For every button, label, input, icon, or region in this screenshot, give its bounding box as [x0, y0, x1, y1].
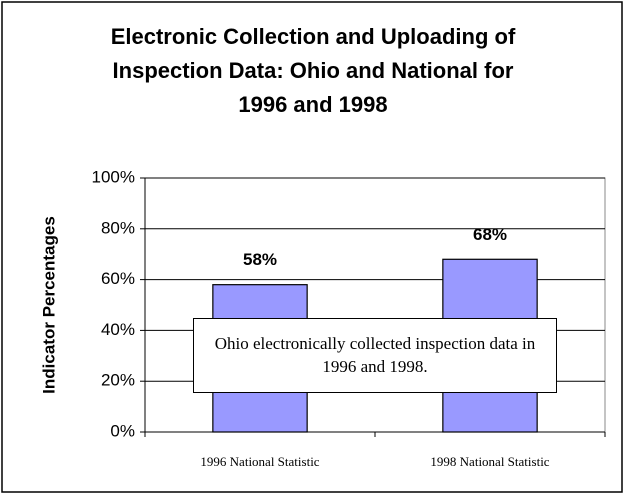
y-tick-label: 80%	[101, 218, 135, 237]
y-tick-label: 0%	[110, 421, 135, 440]
value-label: 58%	[243, 250, 277, 269]
annotation: Ohio electronically collected inspection…	[193, 318, 557, 393]
y-axis-label: Indicator Percentages	[39, 216, 58, 394]
x-tick-label: 1998 National Statistic	[430, 454, 549, 469]
chart-title: 1996 and 1998	[238, 92, 387, 117]
value-label: 68%	[473, 225, 507, 244]
y-tick-label: 20%	[101, 371, 135, 390]
chart-title: Inspection Data: Ohio and National for	[113, 58, 514, 83]
y-tick-label: 40%	[101, 320, 135, 339]
y-tick-label: 60%	[101, 269, 135, 288]
x-tick-label: 1996 National Statistic	[200, 454, 319, 469]
chart-title: Electronic Collection and Uploading of	[111, 24, 516, 49]
y-tick-label: 100%	[92, 167, 135, 186]
